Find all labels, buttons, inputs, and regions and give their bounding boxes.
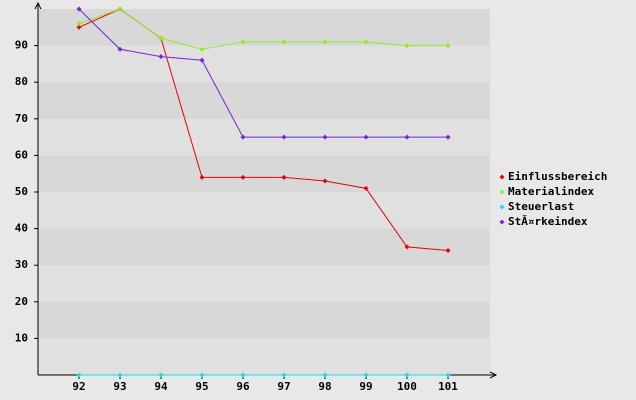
y-tick-label: 20	[15, 295, 28, 308]
legend-label: StÃ¤rkeindex	[508, 215, 588, 228]
data-point	[117, 372, 123, 378]
y-tick-label: 60	[15, 148, 28, 161]
data-point	[76, 21, 82, 27]
data-point	[281, 174, 287, 180]
y-tick-label: 10	[15, 331, 28, 344]
y-axis-arrow	[34, 1, 42, 10]
grid-band	[38, 82, 490, 119]
grid-band	[38, 228, 490, 266]
data-point	[240, 174, 246, 180]
data-point	[363, 134, 369, 140]
legend-marker	[499, 204, 505, 210]
x-tick-label: 98	[318, 380, 331, 393]
data-point	[199, 57, 205, 63]
data-point	[322, 178, 328, 184]
data-point	[404, 372, 410, 378]
data-point	[76, 6, 82, 12]
y-tick-label: 90	[15, 39, 28, 52]
grid-band	[38, 155, 490, 192]
grid-band	[38, 9, 490, 46]
x-tick-label: 99	[359, 380, 372, 393]
data-point	[363, 372, 369, 378]
data-point	[322, 372, 328, 378]
data-point	[199, 46, 205, 52]
data-point	[445, 43, 451, 49]
data-point	[404, 244, 410, 250]
series-line	[78, 8, 448, 138]
data-point	[322, 134, 328, 140]
legend-marker	[499, 174, 505, 180]
data-point	[199, 372, 205, 378]
y-tick-label: 80	[15, 75, 28, 88]
x-tick-label: 97	[277, 380, 290, 393]
data-point	[445, 248, 451, 254]
data-point	[240, 372, 246, 378]
data-point	[445, 134, 451, 140]
data-point	[322, 39, 328, 45]
y-tick-label: 70	[15, 112, 28, 125]
x-tick-label: 94	[154, 380, 168, 393]
y-tick-label: 30	[15, 258, 28, 271]
data-point	[76, 24, 82, 30]
x-tick-label: 96	[236, 380, 250, 393]
x-tick-label: 101	[438, 380, 458, 393]
data-point	[199, 174, 205, 180]
x-tick-label: 93	[113, 380, 126, 393]
data-point	[158, 54, 164, 60]
series-line	[78, 8, 448, 50]
legend-marker	[499, 219, 505, 225]
data-point	[445, 372, 451, 378]
data-point	[117, 46, 123, 52]
data-point	[281, 39, 287, 45]
data-point	[76, 372, 82, 378]
legend-label: Steuerlast	[508, 200, 574, 213]
x-axis-arrow	[489, 371, 498, 379]
y-tick-label: 40	[15, 222, 28, 235]
y-tick-label: 50	[15, 185, 28, 198]
x-tick-label: 92	[72, 380, 85, 393]
data-point	[281, 134, 287, 140]
data-point	[158, 35, 164, 41]
data-point	[158, 372, 164, 378]
grid-band	[38, 301, 490, 339]
x-tick-label: 100	[397, 380, 417, 393]
legend-label: Einflussbereich	[508, 170, 607, 183]
data-point	[363, 39, 369, 45]
data-point	[363, 185, 369, 191]
legend-label: Materialindex	[508, 185, 594, 198]
data-point	[240, 134, 246, 140]
data-point	[404, 134, 410, 140]
data-point	[117, 6, 123, 12]
data-point	[281, 372, 287, 378]
x-tick-label: 95	[195, 380, 208, 393]
data-point	[404, 43, 410, 49]
legend-marker	[499, 189, 505, 195]
data-point	[240, 39, 246, 45]
